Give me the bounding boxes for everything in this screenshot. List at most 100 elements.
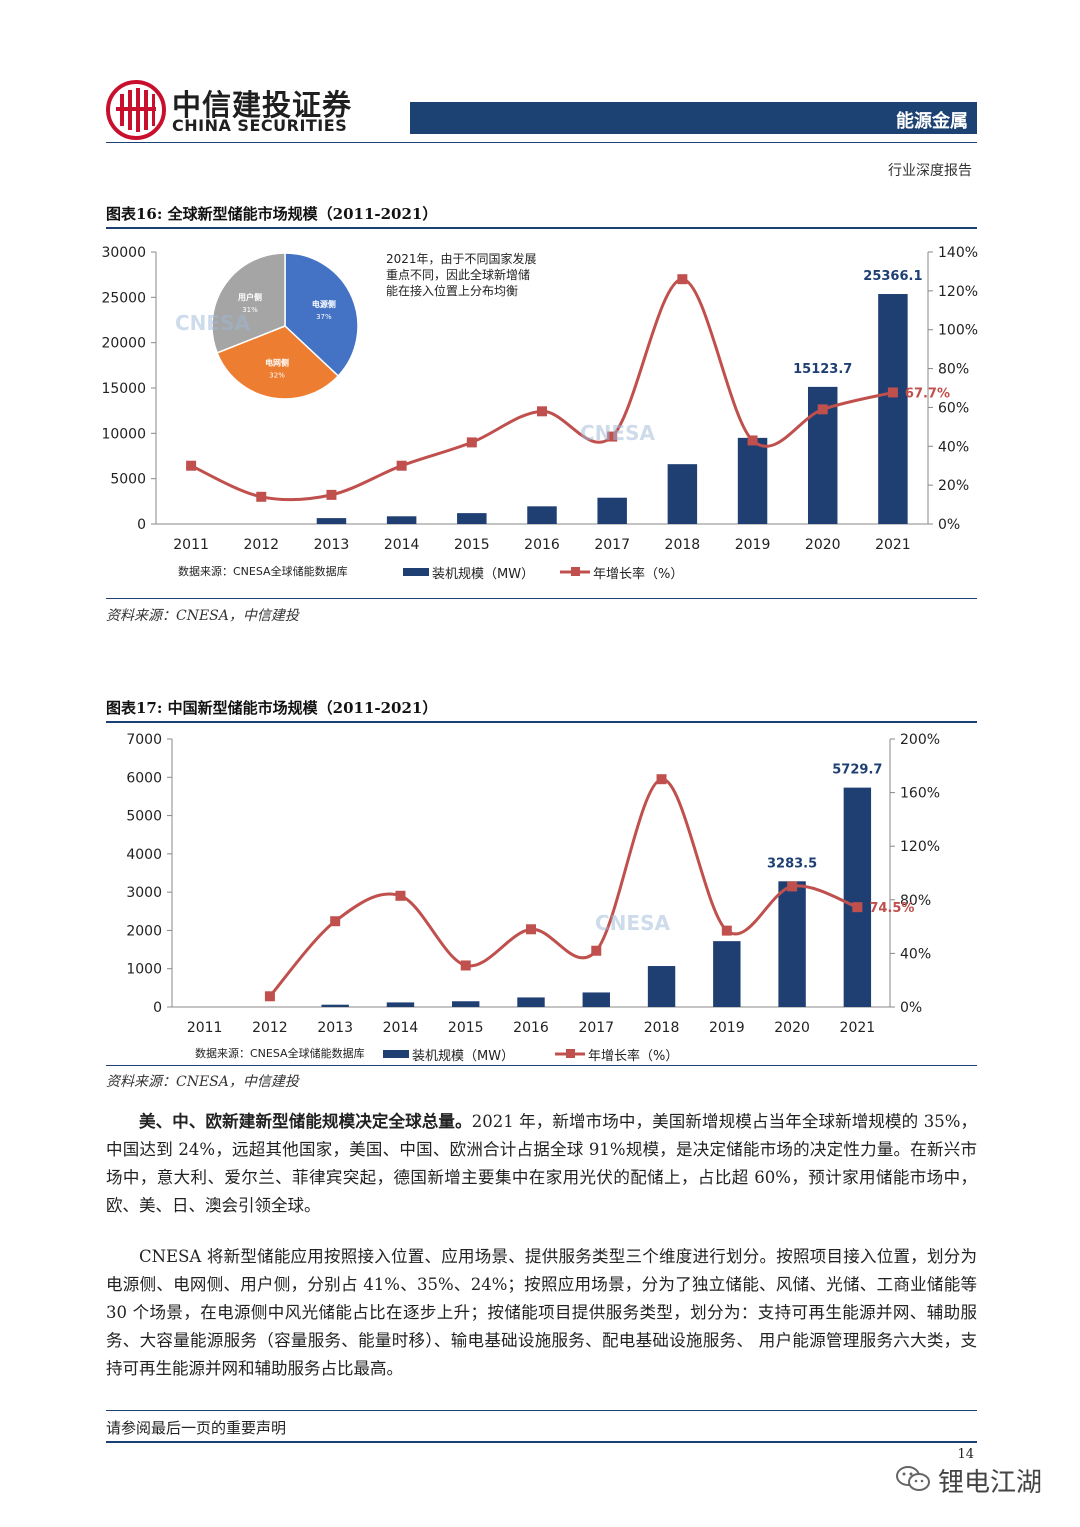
china-securities-logo-icon [106, 80, 166, 140]
growth-rate-line [268, 777, 858, 998]
y-right-tick-label: 80% [900, 893, 931, 909]
bar-2016 [527, 506, 557, 524]
growth-point [326, 489, 337, 500]
x-tick-label: 2017 [594, 537, 630, 553]
y-left-tick-label: 1000 [126, 962, 162, 978]
figure16-top-rule [106, 227, 977, 229]
bar-2013 [321, 1004, 349, 1007]
x-tick-label: 2015 [454, 537, 490, 553]
y-right-tick-label: 20% [938, 478, 969, 494]
watermark: CNESA [580, 421, 655, 445]
growth-point [330, 916, 341, 927]
y-right-tick-label: 200% [900, 732, 940, 748]
growth-point [396, 460, 407, 471]
watermark: CNESA [595, 911, 670, 935]
x-tick-label: 2011 [173, 537, 209, 553]
pie-slice [211, 252, 286, 354]
y-right-tick-label: 80% [938, 362, 969, 378]
bar-2019 [737, 437, 768, 524]
bar-2015 [457, 513, 487, 524]
growth-data-label: 67.7% [905, 386, 950, 401]
y-right-tick-label: 120% [900, 839, 940, 855]
y-left-tick-label: 4000 [126, 847, 162, 863]
section-name: 能源金属 [896, 111, 968, 132]
growth-point [466, 437, 477, 448]
disclaimer-note: 请参阅最后一页的重要声明 [106, 1419, 287, 1437]
x-tick-label: 2012 [252, 1020, 288, 1036]
legend-bar-swatch [403, 568, 429, 576]
figure17-title: 图表17: 中国新型储能市场规模（2011-2021） [106, 699, 438, 717]
figure17-top-rule [106, 721, 977, 723]
pie-slice-pct: 32% [269, 372, 285, 380]
y-right-tick-label: 120% [938, 284, 978, 300]
legend-bar-label: 装机规模（MW） [432, 567, 534, 582]
bar-2021 [878, 294, 908, 524]
watermark: CNESA [175, 311, 250, 335]
growth-point [256, 491, 267, 502]
bar-data-label: 5729.7 [832, 763, 882, 778]
y-right-tick-label: 160% [900, 786, 940, 802]
paragraph-1-lead: 美、中、欧新建新型储能规模决定全球总量。 [139, 1112, 472, 1131]
y-right-tick-label: 40% [938, 439, 969, 455]
growth-point [395, 890, 406, 901]
legend-line-marker [571, 567, 580, 576]
legend-line-marker [566, 1049, 575, 1058]
growth-point [537, 406, 547, 417]
figure17-bottom-rule [106, 1065, 977, 1066]
china-storage-chart: 0 1000 2000 3000 4000 5000 6000 7000 0% 40% 80% 12… [126, 732, 940, 1064]
chart-source-note: 数据来源：CNESA全球储能数据库 [178, 564, 348, 578]
brand-name-cn: 中信建投证券 [172, 88, 353, 122]
growth-point [656, 774, 667, 785]
growth-point [887, 387, 898, 398]
bar-data-label: 15123.7 [793, 362, 852, 377]
x-tick-label: 2016 [513, 1020, 549, 1036]
bar-2018 [647, 966, 676, 1007]
paragraph-2: CNESA 将新型储能应用按照接入位置、应用场景、提供服务类型三个维度进行划分。… [106, 1247, 977, 1378]
x-tick-label: 2017 [578, 1020, 614, 1036]
pie-slice-label: 电源侧 [312, 299, 336, 309]
legend-bar-label: 装机规模（MW） [412, 1049, 514, 1064]
x-tick-label: 2019 [735, 537, 771, 553]
footer-divider [106, 1410, 977, 1411]
figure16-title: 图表16: 全球新型储能市场规模（2011-2021） [106, 205, 438, 223]
figure16-source: 资料来源：CNESA，中信建投 [106, 608, 299, 624]
pie-slice-label: 电网侧 [265, 358, 289, 368]
footer-divider-thick [106, 1441, 977, 1443]
figure16-bottom-rule [106, 598, 977, 599]
paragraph-1: 美、中、欧新建新型储能规模决定全球总量。2021 年，新增市场中，美国新增规模占… [106, 1108, 977, 1220]
report-type: 行业深度报告 [888, 163, 972, 179]
bar-2016 [517, 997, 545, 1007]
y-left-tick-label: 7000 [126, 732, 162, 748]
bar-2013 [316, 518, 347, 524]
y-left-tick-label: 3000 [126, 885, 162, 901]
legend-line-label: 年增长率（%） [593, 566, 683, 582]
bar-2014 [386, 1002, 415, 1007]
bar-2019 [713, 941, 741, 1007]
x-tick-label: 2021 [840, 1020, 876, 1036]
pie-slice-label: 用户侧 [237, 292, 262, 302]
global-storage-chart: 0 5000 10000 15000 20000 25000 30000 0% 20% 40% 6… [101, 245, 978, 582]
legend-line-label: 年增长率（%） [588, 1048, 678, 1064]
inset-pie-chart: 电源侧 37% 电网侧 32% 用户侧 31% [211, 252, 359, 400]
x-tick-label: 2014 [383, 1020, 419, 1036]
growth-point [721, 925, 732, 936]
bar-data-label: 3283.5 [767, 856, 817, 871]
wechat-icon [896, 1466, 930, 1491]
y-left-tick-label: 2000 [126, 923, 162, 939]
growth-data-label: 74.5% [869, 901, 914, 916]
y-right-tick-label: 0% [900, 1000, 922, 1016]
wechat-account-name: 锂电江湖 [938, 1468, 1043, 1498]
bar-2017 [597, 497, 627, 524]
bar-2018 [667, 464, 698, 524]
figure17-source: 资料来源：CNESA，中信建投 [106, 1074, 299, 1090]
pie-slice-pct: 31% [242, 306, 258, 314]
annotation-line-3: 能在接入位置上分布均衡 [386, 283, 518, 298]
bar-2020 [778, 881, 806, 1007]
y-left-tick-label: 10000 [101, 426, 146, 442]
x-tick-label: 2020 [805, 537, 841, 553]
brand-name-en: CHINA SECURITIES [172, 116, 348, 135]
x-tick-label: 2018 [665, 537, 701, 553]
growth-point [852, 902, 863, 913]
x-tick-label: 2019 [709, 1020, 745, 1036]
page-number: 14 [957, 1447, 974, 1462]
